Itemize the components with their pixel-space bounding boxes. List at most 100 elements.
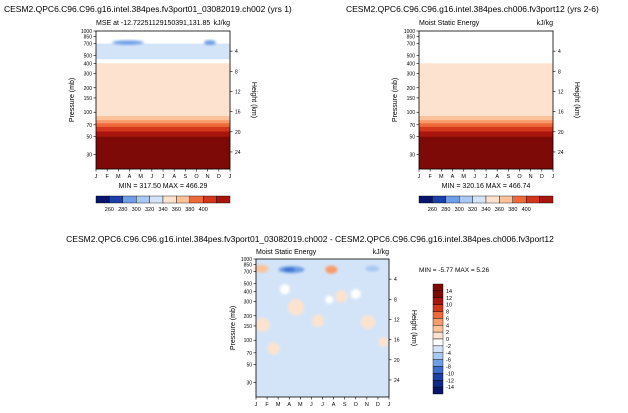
contour-band	[419, 63, 553, 113]
x-tick-label: M	[461, 174, 466, 180]
y-tick-label: 1000	[241, 257, 252, 263]
y-tick-label: 300	[84, 71, 93, 77]
y-tick-label: 400	[84, 61, 93, 67]
colorbar-label: 360	[495, 207, 504, 213]
x-tick-label: A	[128, 174, 132, 180]
x-tick-label: J	[485, 174, 488, 180]
colorbar-label: 320	[145, 207, 154, 213]
x-tick-label: J	[162, 174, 165, 180]
contour-band	[419, 136, 553, 170]
y-right-tick-label: 12	[235, 89, 241, 95]
x-tick-label: J	[310, 402, 313, 408]
y-tick-label: 1000	[404, 29, 415, 35]
panel-3-axes: J F M A M J J A S O N D J305070100150200300400500700…	[241, 257, 400, 408]
panel-1-plot-area	[96, 31, 230, 170]
colorbar-swatch	[432, 338, 444, 347]
y-tick-label: 200	[84, 86, 93, 92]
panel-1-ylabel-right: Height (km)	[250, 82, 257, 118]
x-tick-label: M	[298, 402, 303, 408]
x-tick-label: S	[343, 402, 347, 408]
y-tick-label: 30	[409, 153, 415, 159]
x-tick-label: O	[194, 174, 199, 180]
colorbar-label: -6	[446, 358, 451, 364]
colorbar-swatch	[418, 195, 433, 204]
panel-3-plot-area	[254, 259, 389, 397]
positive-contour	[325, 265, 338, 274]
colorbar-swatch	[432, 297, 444, 305]
y-tick-label: 400	[407, 61, 416, 67]
panel-1-title: CESM2.QPC6.C96.C96.g16.intel.384pes.fv3p…	[4, 4, 292, 14]
panel-1-ylabel: Pressure (mb)	[69, 78, 76, 122]
contour-band	[96, 36, 230, 44]
x-tick-label: N	[365, 402, 369, 408]
panel-3-title: CESM2.QPC6.C96.C96.g16.intel.384pes.fv3p…	[66, 234, 554, 244]
colorbar-swatch	[432, 386, 444, 395]
y-right-tick-label: 20	[235, 130, 241, 136]
colorbar-swatch	[432, 311, 444, 319]
colorbar-swatch	[485, 195, 500, 204]
colorbar-swatch	[216, 195, 231, 204]
colorbar-swatch	[472, 195, 487, 204]
colorbar-label: 12	[446, 296, 452, 302]
x-tick-label: J	[229, 174, 232, 180]
colorbar-swatch	[135, 195, 150, 204]
colorbar-swatch	[539, 195, 554, 204]
y-right-tick-label: 8	[235, 69, 238, 75]
x-tick-label: D	[376, 402, 380, 408]
panel-2-title: CESM2.QPC6.C96.C96.g16.intel.384pes.ch00…	[346, 4, 599, 14]
contour-band	[96, 131, 230, 137]
colorbar-label: 400	[522, 207, 531, 213]
x-tick-label: J	[388, 402, 391, 408]
x-tick-label: N	[206, 174, 210, 180]
colorbar-swatch	[526, 195, 540, 204]
colorbar-swatch	[512, 195, 527, 204]
y-tick-label: 500	[407, 53, 416, 59]
y-tick-label: 700	[84, 42, 93, 48]
panel-1: CESM2.QPC6.C96.C96.g16.intel.384pes.fv3p…	[4, 4, 292, 213]
y-right-tick-label: 8	[394, 297, 397, 303]
colorbar-swatch	[432, 290, 444, 298]
panel-3-ylabel-right: Height (km)	[410, 310, 417, 346]
y-tick-label: 300	[407, 71, 416, 77]
colorbar-swatch	[432, 304, 444, 312]
colorbar-swatch	[109, 195, 124, 204]
y-tick-label: 1000	[81, 29, 92, 35]
y-tick-label: 700	[407, 42, 416, 48]
panel-3: CESM2.QPC6.C96.C96.g16.intel.384pes.fv3p…	[66, 234, 554, 408]
contour-band	[419, 36, 553, 60]
y-right-tick-label: 24	[394, 378, 400, 384]
colorbar-swatch	[432, 318, 444, 326]
x-tick-label: A	[332, 402, 336, 408]
y-tick-label: 50	[409, 135, 415, 141]
panel-2-ylabel-right: Height (km)	[573, 82, 580, 118]
colorbar-label: 6	[446, 316, 449, 322]
colorbar-label: 10	[446, 303, 452, 309]
panel-1-anomaly-patches	[112, 40, 216, 46]
y-right-tick-label: 16	[394, 338, 400, 344]
y-tick-label: 300	[244, 299, 253, 305]
colorbar-label: -14	[446, 385, 454, 391]
colorbar-label: 400	[199, 207, 208, 213]
x-tick-label: D	[217, 174, 221, 180]
y-tick-label: 850	[84, 35, 93, 41]
panel-2-axes: J F M A M J J A S O N D J305070100150200300400500700…	[404, 29, 564, 180]
colorbar-label: 320	[468, 207, 477, 213]
colorbar-label: -8	[446, 365, 451, 371]
y-tick-label: 100	[407, 110, 416, 116]
colorbar-label: 340	[158, 207, 167, 213]
panel-1-colorbar: 260 280 300 320 340 360 380 400	[95, 195, 231, 213]
y-tick-label: 70	[86, 123, 92, 129]
positive-contour	[378, 337, 389, 348]
colorbar-swatch	[432, 195, 446, 204]
positive-contour	[287, 299, 304, 316]
y-tick-label: 100	[84, 110, 93, 116]
contour-band	[96, 136, 230, 170]
x-tick-label: J	[150, 174, 153, 180]
colorbar-swatch	[202, 195, 217, 204]
anomaly-patch	[112, 40, 144, 45]
y-tick-label: 30	[86, 153, 92, 159]
contour-band	[419, 120, 553, 124]
x-tick-label: M	[138, 174, 143, 180]
colorbar-label: -4	[446, 351, 451, 357]
